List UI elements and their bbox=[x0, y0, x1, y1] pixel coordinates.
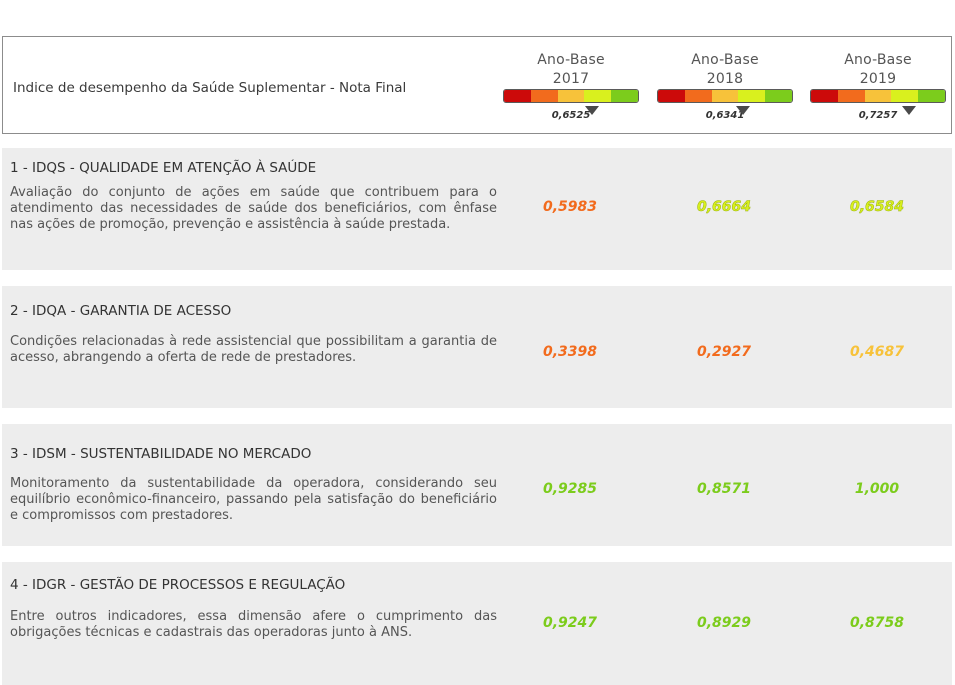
final-score: 0,6341 bbox=[705, 110, 745, 121]
year-value: 2018 bbox=[706, 71, 744, 87]
dimension-card-idgr: 4 - IDGR - GESTÃO DE PROCESSOS E REGULAÇ… bbox=[2, 562, 952, 685]
dimension-title: 2 - IDQA - GARANTIA DE ACESSO bbox=[10, 303, 232, 319]
dimension-description: Condições relacionadas à rede assistenci… bbox=[10, 334, 497, 365]
dimension-score-2019: 1,000 bbox=[854, 481, 900, 497]
year-label: Ano-Base bbox=[691, 52, 759, 68]
gauge-segment bbox=[530, 90, 558, 102]
score-gauge bbox=[810, 89, 946, 103]
gauge-segment bbox=[611, 90, 638, 102]
gauge-segment bbox=[738, 90, 766, 102]
panel-title: Indice de desempenho da Saúde Suplementa… bbox=[13, 80, 407, 96]
final-score: 0,7257 bbox=[858, 110, 898, 121]
year-column-2018: Ano-Base 2018 0,6341 bbox=[655, 51, 795, 121]
dimension-score-2019: 0,8758 bbox=[849, 615, 905, 631]
dimension-score-2017: 0,9285 bbox=[542, 481, 598, 497]
gauge-segment bbox=[918, 90, 945, 102]
year-column-2019: Ano-Base 2019 0,7257 bbox=[808, 51, 948, 121]
year-value: 2019 bbox=[859, 71, 897, 87]
gauge-segment bbox=[891, 90, 919, 102]
gauge-segment bbox=[837, 90, 865, 102]
dimension-score-2018: 0,8571 bbox=[696, 481, 752, 497]
gauge-pointer-icon bbox=[736, 106, 751, 115]
gauge-pointer-icon bbox=[584, 106, 599, 115]
final-score: 0,6525 bbox=[551, 110, 591, 121]
dimension-title: 1 - IDQS - QUALIDADE EM ATENÇÃO À SAÚDE bbox=[10, 160, 317, 176]
dimension-title: 4 - IDGR - GESTÃO DE PROCESSOS E REGULAÇ… bbox=[10, 577, 346, 593]
gauge-segment bbox=[765, 90, 792, 102]
dimension-description: Monitoramento da sustentabilidade da ope… bbox=[10, 476, 497, 523]
dimension-score-2018: 0,6664 bbox=[696, 199, 752, 216]
gauge-segment bbox=[811, 90, 838, 102]
dimension-card-idsm: 3 - IDSM - SUSTENTABILIDADE NO MERCADO M… bbox=[2, 424, 952, 546]
final-score-panel: Indice de desempenho da Saúde Suplementa… bbox=[2, 36, 952, 134]
year-label: Ano-Base bbox=[537, 52, 605, 68]
dimension-card-idqs: 1 - IDQS - QUALIDADE EM ATENÇÃO À SAÚDE … bbox=[2, 148, 952, 270]
dimension-score-2017: 0,3398 bbox=[542, 344, 598, 360]
dimension-description: Avaliação do conjunto de ações em saúde … bbox=[10, 185, 497, 232]
gauge-segment bbox=[584, 90, 612, 102]
year-column-2017: Ano-Base 2017 0,6525 bbox=[501, 51, 641, 121]
score-gauge bbox=[503, 89, 639, 103]
gauge-segment bbox=[504, 90, 531, 102]
dimension-score-2019: 0,6584 bbox=[849, 199, 905, 216]
dimension-card-idqa: 2 - IDQA - GARANTIA DE ACESSO Condições … bbox=[2, 286, 952, 408]
year-value: 2017 bbox=[552, 71, 590, 87]
gauge-segment bbox=[711, 90, 739, 102]
dimension-score-2017: 0,5983 bbox=[542, 199, 598, 215]
dimension-score-2019: 0,4687 bbox=[849, 344, 905, 360]
year-label: Ano-Base bbox=[844, 52, 912, 68]
dimension-score-2017: 0,9247 bbox=[542, 615, 598, 631]
score-gauge bbox=[657, 89, 793, 103]
dimension-score-2018: 0,2927 bbox=[696, 344, 752, 360]
gauge-segment bbox=[684, 90, 712, 102]
gauge-segment bbox=[864, 90, 892, 102]
gauge-segment bbox=[557, 90, 585, 102]
gauge-pointer-icon bbox=[901, 106, 916, 115]
dimension-description: Entre outros indicadores, essa dimensão … bbox=[10, 609, 497, 640]
dimension-title: 3 - IDSM - SUSTENTABILIDADE NO MERCADO bbox=[10, 446, 312, 462]
gauge-segment bbox=[658, 90, 685, 102]
dimension-score-2018: 0,8929 bbox=[696, 615, 752, 631]
